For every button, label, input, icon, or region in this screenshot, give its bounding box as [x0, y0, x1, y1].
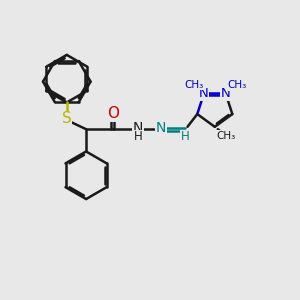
Text: N: N [221, 87, 230, 100]
Text: CH₃: CH₃ [185, 80, 204, 90]
Text: N: N [133, 121, 143, 135]
Text: O: O [107, 106, 119, 121]
Text: S: S [62, 111, 72, 126]
Text: H: H [181, 130, 189, 143]
Text: N: N [199, 87, 209, 100]
Text: CH₃: CH₃ [227, 80, 247, 90]
Text: N: N [156, 121, 166, 135]
Text: H: H [134, 130, 142, 143]
Text: CH₃: CH₃ [217, 131, 236, 141]
